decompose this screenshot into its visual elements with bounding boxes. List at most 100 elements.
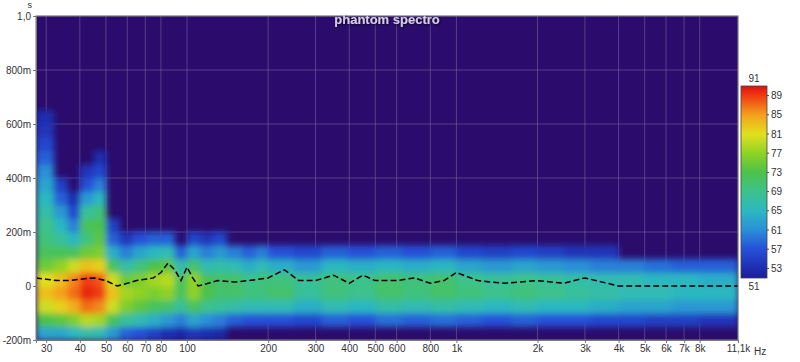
cell bbox=[187, 300, 201, 314]
cell bbox=[68, 205, 81, 219]
cell bbox=[268, 313, 295, 327]
cell bbox=[645, 273, 673, 287]
x-tick-label: 50 bbox=[101, 343, 113, 354]
cell bbox=[94, 327, 107, 341]
cell bbox=[268, 246, 295, 260]
cell bbox=[94, 259, 107, 273]
cell bbox=[94, 192, 107, 206]
cell bbox=[430, 313, 457, 327]
cell bbox=[147, 232, 161, 246]
cell bbox=[375, 246, 403, 260]
cell bbox=[54, 232, 68, 246]
x-tick: 11,1k bbox=[727, 340, 752, 354]
cell bbox=[430, 246, 457, 260]
cell bbox=[538, 313, 565, 327]
cell bbox=[538, 259, 565, 273]
cell bbox=[483, 300, 512, 314]
cell bbox=[36, 327, 54, 341]
x-tick: 30 bbox=[41, 340, 53, 354]
cell bbox=[94, 246, 107, 260]
cell bbox=[645, 313, 673, 327]
cell bbox=[200, 313, 213, 327]
cell bbox=[36, 165, 54, 179]
cell bbox=[256, 273, 269, 287]
cell bbox=[591, 273, 619, 287]
cell bbox=[226, 246, 242, 260]
cell bbox=[402, 259, 430, 273]
cell bbox=[242, 259, 256, 273]
cell bbox=[619, 286, 646, 300]
cell bbox=[161, 259, 175, 273]
cell bbox=[242, 300, 256, 314]
plot-background bbox=[36, 16, 738, 340]
x-tick-label: 3k bbox=[580, 343, 592, 354]
cell bbox=[456, 286, 483, 300]
colorbar-scale bbox=[741, 86, 767, 278]
cell bbox=[456, 259, 483, 273]
cell bbox=[226, 300, 242, 314]
cell bbox=[591, 259, 619, 273]
cell bbox=[119, 313, 133, 327]
cell bbox=[36, 300, 54, 314]
cell bbox=[430, 300, 457, 314]
cell bbox=[511, 246, 538, 260]
x-tick-label: 60 bbox=[122, 343, 134, 354]
y-grid-line bbox=[36, 124, 738, 125]
cell bbox=[321, 300, 349, 314]
cell bbox=[161, 313, 175, 327]
cell bbox=[268, 286, 295, 300]
cell bbox=[80, 246, 94, 260]
cell bbox=[538, 300, 565, 314]
cell bbox=[133, 246, 147, 260]
y-axis-label: s bbox=[28, 0, 33, 10]
cell bbox=[80, 219, 94, 233]
cell bbox=[700, 313, 738, 327]
cell bbox=[256, 313, 269, 327]
cell bbox=[511, 313, 538, 327]
cell bbox=[564, 286, 592, 300]
cell bbox=[511, 273, 538, 287]
x-tick: 100 bbox=[179, 340, 196, 354]
cell bbox=[94, 178, 107, 192]
colorbar-tick-label: 57 bbox=[771, 244, 783, 255]
colorbar: 515357616569737781858991 bbox=[741, 73, 783, 292]
y-tick: -200m bbox=[3, 335, 36, 346]
cell bbox=[175, 246, 188, 260]
cell bbox=[54, 205, 68, 219]
cell bbox=[36, 178, 54, 192]
cell bbox=[94, 300, 107, 314]
cell bbox=[54, 300, 68, 314]
cell bbox=[133, 286, 147, 300]
cell bbox=[147, 286, 161, 300]
cell bbox=[591, 313, 619, 327]
cell bbox=[94, 165, 107, 179]
cell bbox=[349, 273, 376, 287]
cell bbox=[54, 219, 68, 233]
cell bbox=[591, 246, 619, 260]
colorbar-tick-mark bbox=[767, 172, 769, 173]
y-axis: -200m0200m400m600m800m1,0 bbox=[3, 11, 37, 346]
colorbar-tick-mark bbox=[767, 134, 769, 135]
cell bbox=[402, 273, 430, 287]
cell bbox=[213, 246, 227, 260]
cell bbox=[54, 178, 68, 192]
x-tick: 50 bbox=[101, 340, 113, 354]
colorbar-tick-label: 53 bbox=[771, 263, 783, 274]
cell bbox=[106, 232, 120, 246]
cell bbox=[68, 219, 81, 233]
cell bbox=[430, 286, 457, 300]
cell bbox=[456, 313, 483, 327]
x-tick: 200 bbox=[260, 340, 277, 354]
cell bbox=[147, 327, 161, 341]
x-tick-label: 400 bbox=[341, 343, 358, 354]
cell bbox=[242, 286, 256, 300]
cell bbox=[80, 192, 94, 206]
x-tick: 500 bbox=[367, 340, 384, 354]
cell bbox=[321, 246, 349, 260]
cell bbox=[564, 313, 592, 327]
x-tick: 6k bbox=[661, 340, 673, 354]
cell bbox=[672, 300, 700, 314]
colorbar-tick-label: 61 bbox=[771, 225, 783, 236]
cell bbox=[106, 219, 120, 233]
cell bbox=[483, 273, 512, 287]
